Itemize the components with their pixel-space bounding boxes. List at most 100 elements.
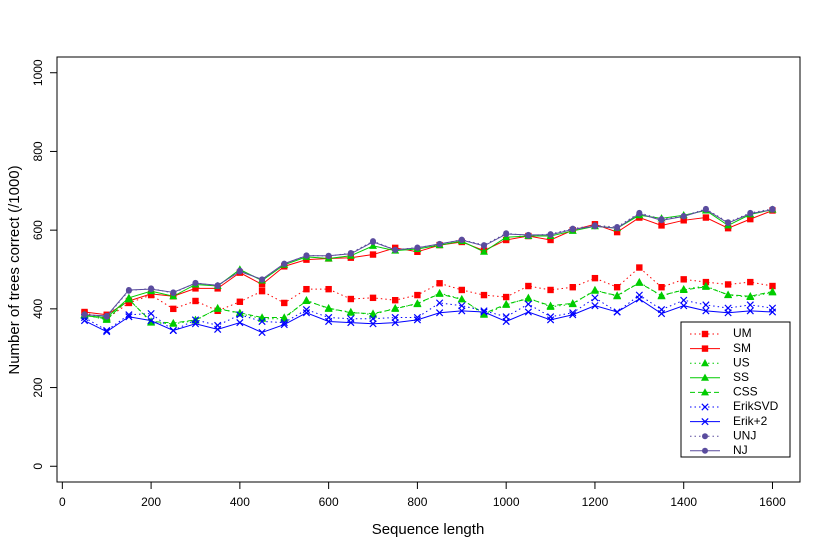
data-point: [347, 295, 355, 303]
legend-marker: [702, 447, 708, 454]
data-point: [747, 278, 754, 286]
series-line: [84, 298, 773, 334]
data-point: [701, 282, 710, 290]
data-point: [302, 309, 311, 317]
y-tick-label: 800: [31, 141, 45, 161]
data-point: [724, 290, 733, 298]
data-point: [391, 319, 399, 327]
data-point: [458, 286, 465, 294]
data-point: [657, 291, 666, 299]
legend-marker: [701, 417, 709, 426]
data-point: [80, 317, 89, 325]
data-point: [436, 240, 443, 247]
data-point: [569, 311, 577, 319]
data-point: [213, 304, 222, 312]
data-point: [525, 231, 532, 238]
data-point: [369, 251, 377, 258]
x-tick-label: 1400: [670, 495, 697, 509]
data-point: [768, 287, 777, 295]
data-point: [236, 319, 244, 327]
data-point: [525, 282, 532, 290]
data-point: [568, 299, 577, 307]
data-point: [591, 274, 599, 282]
legend-label: Erik+2: [733, 414, 768, 428]
data-point: [169, 326, 177, 335]
data-point: [235, 308, 244, 316]
data-point: [214, 325, 222, 333]
legend-marker: [701, 345, 709, 352]
data-point: [258, 281, 266, 288]
data-point: [747, 210, 754, 217]
data-point: [636, 210, 643, 217]
legend-label: US: [733, 355, 750, 369]
series-line: [84, 209, 773, 317]
data-point: [502, 293, 510, 301]
y-tick-label: 0: [31, 463, 45, 470]
data-point: [480, 242, 487, 249]
legend-label: CSS: [733, 385, 758, 399]
data-point: [658, 217, 665, 224]
data-point: [680, 217, 687, 224]
data-point: [458, 236, 465, 243]
data-point: [192, 280, 199, 287]
series-line: [84, 266, 773, 320]
data-point: [746, 301, 754, 309]
y-tick-label: 1000: [31, 59, 45, 86]
data-point: [657, 309, 666, 318]
y-axis-title: Number of trees correct (/1000): [6, 165, 23, 374]
data-point: [236, 298, 244, 305]
data-point: [192, 297, 199, 305]
data-point: [302, 296, 311, 304]
data-point: [325, 252, 332, 259]
data-point: [591, 302, 599, 310]
data-point: [236, 311, 244, 319]
data-point: [546, 316, 555, 324]
data-point: [169, 318, 178, 327]
data-point: [280, 319, 288, 327]
data-point: [591, 294, 599, 302]
data-point: [302, 306, 311, 314]
data-point: [392, 246, 399, 253]
y-tick-label: 600: [31, 220, 45, 240]
data-point: [435, 299, 444, 307]
legend-label: UNJ: [733, 428, 756, 442]
data-point: [369, 241, 378, 249]
data-point: [303, 285, 310, 293]
data-point: [324, 303, 333, 312]
data-point: [369, 320, 377, 328]
x-tick-label: 0: [59, 495, 66, 509]
data-point: [613, 228, 621, 236]
data-point: [524, 308, 532, 316]
data-point: [103, 326, 111, 335]
data-point: [236, 268, 243, 275]
data-point: [725, 220, 732, 227]
data-point: [191, 320, 200, 328]
data-point: [170, 305, 177, 313]
data-point: [524, 300, 532, 308]
data-point: [768, 308, 777, 316]
data-point: [480, 308, 488, 316]
data-point: [369, 309, 378, 317]
x-tick-label: 600: [319, 495, 339, 509]
legend-label: SM: [733, 341, 751, 355]
data-point: [125, 286, 132, 293]
data-point: [503, 231, 510, 238]
x-tick-label: 800: [407, 495, 427, 509]
data-point: [392, 296, 399, 304]
data-point: [281, 260, 288, 267]
plot-frame: [56, 56, 801, 483]
data-point: [258, 287, 266, 295]
data-point: [369, 294, 377, 302]
legend-marker: [701, 330, 709, 338]
data-point: [391, 304, 400, 312]
data-point: [680, 296, 688, 304]
data-point: [546, 301, 555, 309]
data-point: [658, 222, 665, 229]
data-point: [724, 281, 732, 288]
legend-marker: [702, 433, 708, 440]
x-tick-label: 1200: [582, 495, 609, 509]
series-line: [84, 209, 773, 319]
legend-box: [680, 321, 791, 458]
data-point: [147, 309, 155, 318]
